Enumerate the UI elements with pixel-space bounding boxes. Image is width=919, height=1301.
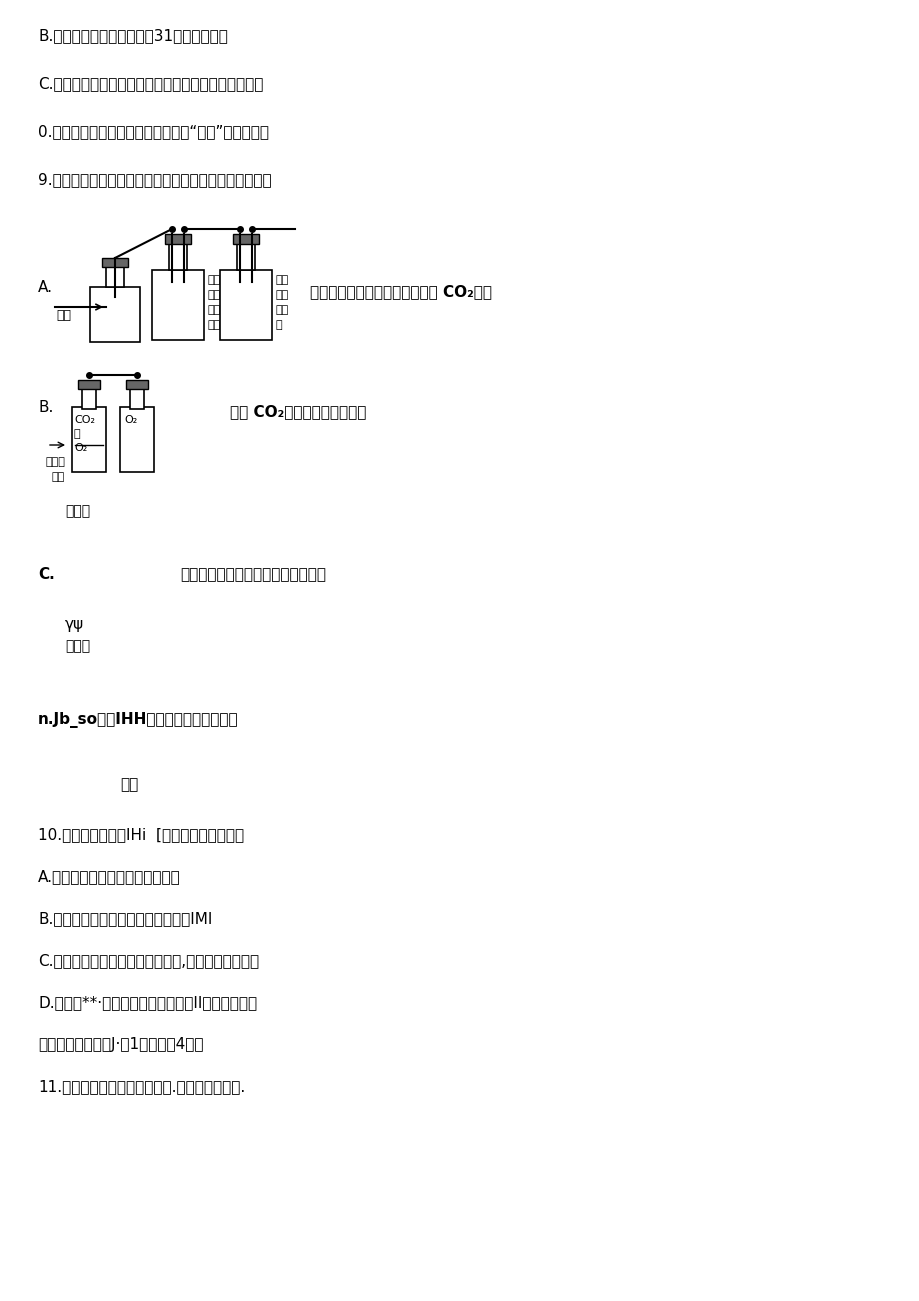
Text: B.罐、石油、天然气都属于不可再生IMI: B.罐、石油、天然气都属于不可再生IMI [38,911,212,926]
Text: C.抗制使用一次性网料袋，有利于长沙市创建文明城市: C.抗制使用一次性网料袋，有利于长沙市创建文明城市 [38,75,263,91]
Text: 探究 CO₂对颔生锈是否有影响: 探究 CO₂对颔生锈是否有影响 [230,405,366,419]
Text: 和: 和 [74,429,81,438]
Text: 11.化学与我的的生活息息相关.请回答下列问题.: 11.化学与我的的生活息息相关.请回答下列问题. [38,1079,245,1094]
Text: 灰水: 灰水 [208,320,221,330]
Text: 清石: 清石 [208,304,221,315]
Text: 蝉馏水: 蝉馏水 [46,457,66,467]
FancyBboxPatch shape [82,386,96,409]
Text: C.: C. [38,567,55,582]
FancyBboxPatch shape [169,242,187,271]
Text: B.食用铁强化酱油，有助于31防缺铁性黄血: B.食用铁强化酱油，有助于31防缺铁性黄血 [38,29,228,43]
Text: 10.下列有关环境和IHi  [的说法中，传误的是: 10.下列有关环境和IHi [的说法中，传误的是 [38,827,244,842]
Text: A.: A. [38,280,53,294]
Text: 探究同种溶质在不周溶剂中的溶解性: 探究同种溶质在不周溶剂中的溶解性 [180,567,325,582]
Text: A.生活污水应集中处理达标后推放: A.生活污水应集中处理达标后推放 [38,869,180,883]
Text: 白碳: 白碳 [119,777,138,792]
Text: 空气: 空气 [56,308,71,321]
FancyBboxPatch shape [233,234,259,245]
FancyBboxPatch shape [106,265,124,288]
Text: n.Jb_so二）IHH班需要坦度达到着火点: n.Jb_so二）IHH班需要坦度达到着火点 [38,712,238,729]
FancyBboxPatch shape [130,386,144,409]
Text: 邔片: 邔片 [52,472,65,481]
Text: B.: B. [38,399,53,415]
Text: 的澄: 的澄 [208,290,221,301]
Text: 氯化钙: 氯化钙 [65,503,90,518]
Text: 等量: 等量 [208,275,221,285]
Text: D.二氧化**·大会使温塞效应加脚，II于空气污染物: D.二氧化**·大会使温塞效应加脚，II于空气污染物 [38,995,256,1010]
Text: 的气: 的气 [276,304,289,315]
FancyBboxPatch shape [220,271,272,340]
Text: 体: 体 [276,320,282,330]
FancyBboxPatch shape [72,407,106,472]
Text: 呼出: 呼出 [276,290,289,301]
FancyBboxPatch shape [237,242,255,271]
Text: 水汽油: 水汽油 [65,639,90,653]
Text: 比较空气与人体呼出的气体中的 CO₂含量: 比较空气与人体呼出的气体中的 CO₂含量 [310,285,492,299]
FancyBboxPatch shape [78,380,100,389]
Text: O₂: O₂ [124,415,137,425]
Text: O₂: O₂ [74,444,87,453]
Text: 人体: 人体 [276,275,289,285]
Text: γψ: γψ [65,617,84,632]
FancyBboxPatch shape [126,380,148,389]
FancyBboxPatch shape [119,407,153,472]
Text: 二、填空矖（本大J·共1小题，共4分）: 二、填空矖（本大J·共1小题，共4分） [38,1037,203,1053]
Text: C.使用乙修汽油可以节省石泊资源,减少汽车尾，污染: C.使用乙修汽油可以节省石泊资源,减少汽车尾，污染 [38,954,259,968]
FancyBboxPatch shape [90,288,140,342]
Text: 0.回收处理废旧电池，有利于长沙市“两型”社会的建设: 0.回收处理废旧电池，有利于长沙市“两型”社会的建设 [38,124,268,139]
FancyBboxPatch shape [165,234,191,245]
Text: CO₂: CO₂ [74,415,95,425]
FancyBboxPatch shape [152,271,204,340]
FancyBboxPatch shape [102,258,128,267]
Text: 9.下网应用对此科学思想设计的实验方案中设计不正确的: 9.下网应用对此科学思想设计的实验方案中设计不正确的 [38,172,271,187]
